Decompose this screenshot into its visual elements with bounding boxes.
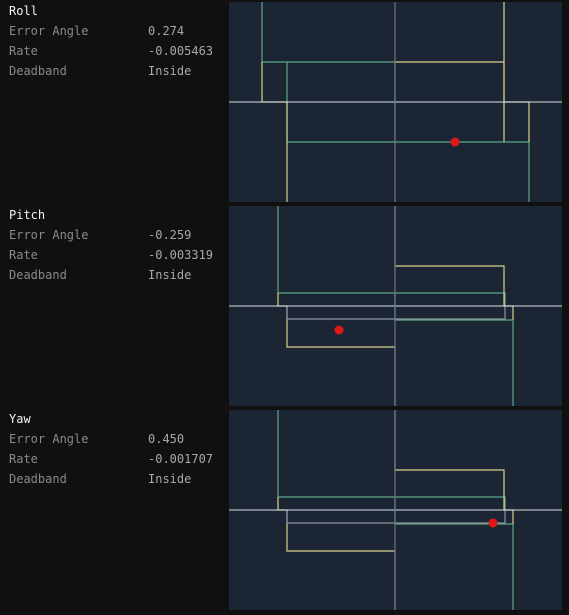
roll-deadband-row: Deadband Inside bbox=[9, 63, 224, 79]
error-angle-value: 0.274 bbox=[148, 24, 185, 38]
deadband-box bbox=[286, 510, 506, 524]
roll-phase-plane-plot bbox=[229, 2, 562, 202]
deadband-value: Inside bbox=[148, 472, 192, 486]
yellow-boundary-left bbox=[277, 293, 396, 406]
error-angle-value: -0.259 bbox=[148, 228, 192, 242]
pitch-state-marker bbox=[334, 325, 344, 335]
rate-value: -0.001707 bbox=[148, 452, 214, 466]
roll-axis-block: Roll Error Angle 0.274 Rate -0.005463 De… bbox=[0, 0, 569, 202]
yellow-boundary-right bbox=[394, 206, 514, 320]
deadband-value: Inside bbox=[148, 64, 192, 78]
yellow-boundary-box bbox=[395, 61, 505, 142]
yellow-boundary-right bbox=[394, 410, 514, 524]
rate-label: Rate bbox=[9, 452, 38, 466]
rate-value: -0.003319 bbox=[148, 248, 214, 262]
green-boundary-inner bbox=[395, 496, 506, 510]
yaw-phase-plane-svg bbox=[229, 410, 562, 610]
pitch-title: Pitch bbox=[9, 208, 46, 222]
yaw-rate-row: Rate -0.001707 bbox=[9, 451, 224, 467]
pitch-axis-block: Pitch Error Angle -0.259 Rate -0.003319 … bbox=[0, 204, 569, 406]
roll-state-marker bbox=[450, 137, 460, 147]
yellow-boundary-left bbox=[277, 497, 396, 610]
roll-info-panel: Roll Error Angle 0.274 Rate -0.005463 De… bbox=[9, 0, 224, 200]
pitch-info-panel: Pitch Error Angle -0.259 Rate -0.003319 … bbox=[9, 204, 224, 404]
yaw-state-marker bbox=[488, 518, 498, 528]
deadband-label: Deadband bbox=[9, 268, 67, 282]
yaw-deadband-row: Deadband Inside bbox=[9, 471, 224, 487]
error-angle-value: 0.450 bbox=[148, 432, 185, 446]
error-angle-label: Error Angle bbox=[9, 24, 89, 38]
roll-title: Roll bbox=[9, 4, 38, 18]
yaw-axis-block: Yaw Error Angle 0.450 Rate -0.001707 Dea… bbox=[0, 408, 569, 610]
rate-value: -0.005463 bbox=[148, 44, 214, 58]
yellow-boundary-left bbox=[261, 62, 288, 202]
rate-label: Rate bbox=[9, 248, 38, 262]
pitch-error-angle-row: Error Angle -0.259 bbox=[9, 227, 224, 243]
deadband-box bbox=[286, 306, 506, 320]
error-angle-label: Error Angle bbox=[9, 228, 89, 242]
pitch-phase-plane-plot bbox=[229, 206, 562, 406]
yaw-info-panel: Yaw Error Angle 0.450 Rate -0.001707 Dea… bbox=[9, 408, 224, 608]
yaw-title: Yaw bbox=[9, 412, 31, 426]
deadband-label: Deadband bbox=[9, 64, 67, 78]
roll-error-angle-row: Error Angle 0.274 bbox=[9, 23, 224, 39]
error-angle-label: Error Angle bbox=[9, 432, 89, 446]
roll-rate-row: Rate -0.005463 bbox=[9, 43, 224, 59]
roll-phase-plane-svg bbox=[229, 2, 562, 202]
green-boundary-inner bbox=[395, 292, 506, 306]
yaw-error-angle-row: Error Angle 0.450 bbox=[9, 431, 224, 447]
yellow-boundary-upper bbox=[503, 2, 530, 142]
rate-label: Rate bbox=[9, 44, 38, 58]
pitch-deadband-row: Deadband Inside bbox=[9, 267, 224, 283]
pitch-rate-row: Rate -0.003319 bbox=[9, 247, 224, 263]
deadband-label: Deadband bbox=[9, 472, 67, 486]
pitch-phase-plane-svg bbox=[229, 206, 562, 406]
yaw-phase-plane-plot bbox=[229, 410, 562, 610]
deadband-value: Inside bbox=[148, 268, 192, 282]
